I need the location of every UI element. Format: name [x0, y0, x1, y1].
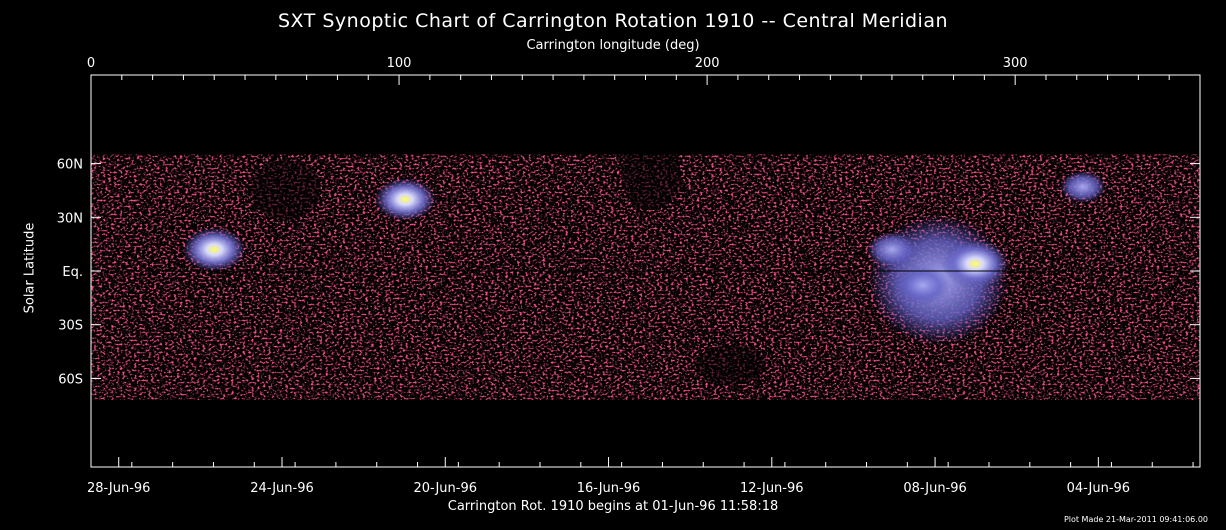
top-tick-label: 200	[695, 56, 720, 71]
chart-title: SXT Synoptic Chart of Carrington Rotatio…	[277, 10, 949, 32]
top-tick-label: 0	[87, 56, 95, 71]
top-tick-label: 100	[387, 56, 412, 71]
bottom-tick-label: 04-Jun-96	[1067, 481, 1131, 496]
top-tick-label: 300	[1003, 56, 1028, 71]
top-axis-label: Carrington longitude (deg)	[526, 38, 700, 53]
bottom-axis-label: Carrington Rot. 1910 begins at 01-Jun-96…	[447, 499, 779, 514]
bottom-tick-label: 28-Jun-96	[87, 481, 151, 496]
dark-region	[251, 160, 321, 220]
bright-region	[182, 227, 247, 272]
bright-region	[374, 177, 436, 221]
dark-region	[621, 140, 681, 210]
dark-region	[241, 115, 301, 155]
left-tick-label: Eq.	[62, 265, 83, 280]
left-tick-label: 30N	[57, 211, 83, 226]
left-tick-label: 60N	[57, 158, 83, 173]
bottom-tick-label: 20-Jun-96	[414, 481, 478, 496]
left-tick-label: 60S	[58, 372, 83, 387]
bottom-tick-label: 12-Jun-96	[740, 481, 804, 496]
left-tick-label: 30S	[58, 319, 83, 334]
bright-region	[895, 266, 951, 305]
bright-region	[941, 240, 1010, 288]
bottom-tick-label: 08-Jun-96	[903, 481, 967, 496]
axes: 0 100 200 300 60N 30N Eq. 30S 60S 28-Jun-96 24-Jun…	[57, 56, 1201, 496]
plot-made-timestamp: Plot Made 21-Mar-2011 09:41:06.00	[1063, 515, 1208, 524]
dark-region	[696, 345, 766, 385]
plot-area	[91, 115, 1200, 400]
bright-region	[1059, 170, 1106, 203]
bottom-tick-label: 16-Jun-96	[577, 481, 641, 496]
bright-region	[866, 231, 918, 268]
bottom-tick-label: 24-Jun-96	[250, 481, 314, 496]
